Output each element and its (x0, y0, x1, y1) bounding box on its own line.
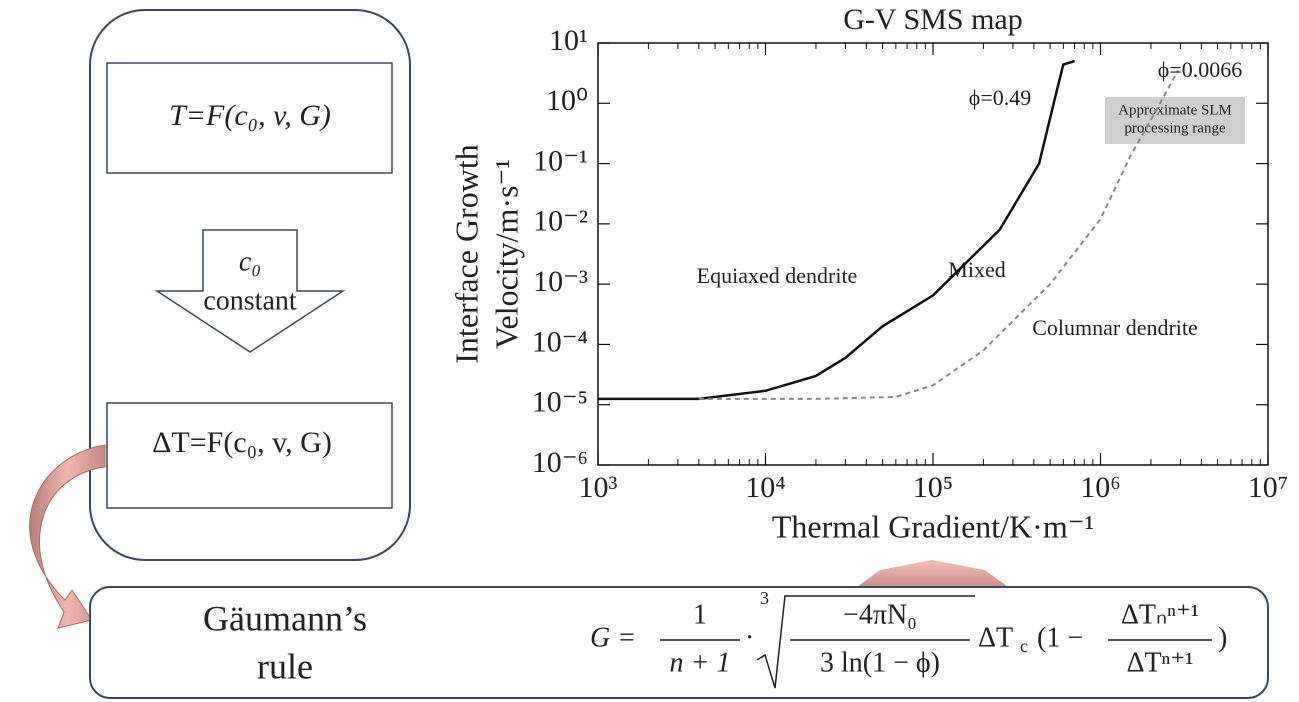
down-arrow (154, 229, 346, 353)
chart: G-V SMS map Thermal Gradient/K·m⁻¹ Inter… (448, 3, 1269, 544)
x-tick-label: 10⁶ (1080, 471, 1120, 504)
y-tick-label: 10⁻⁴ (532, 325, 588, 358)
formula-part: ΔTⁿ⁺¹ (1126, 647, 1193, 678)
left-panel (89, 9, 411, 561)
x-tick-label: 10⁴ (745, 471, 785, 504)
bottom-box (106, 402, 393, 509)
formula-part: (1 − (1037, 622, 1083, 653)
x-tick-label: 10³ (579, 471, 618, 504)
formula-part: ΔT (978, 622, 1013, 653)
range-box (1105, 97, 1245, 144)
arrow-text: constant (203, 285, 297, 316)
arrow-text: c₀ (239, 246, 261, 277)
series-label: ϕ=0.49 (969, 85, 1032, 110)
y-axis-label: Interface Growth (448, 144, 484, 363)
chart-title: G-V SMS map (843, 3, 1022, 36)
region-label: Equiaxed dendrite (697, 263, 858, 288)
y-tick-label: 10⁰ (546, 84, 588, 117)
up-arrow (857, 560, 1008, 587)
y-tick-label: 10⁻¹ (533, 144, 588, 177)
rule-box (89, 586, 1269, 699)
y-tick-label: 10⁻⁵ (532, 386, 588, 419)
y-tick-label: 10⁻³ (533, 265, 588, 298)
top-box (106, 62, 393, 174)
series-line (598, 59, 1075, 401)
y-tick-label: 10⁻⁶ (532, 446, 588, 479)
x-tick-label: 10⁵ (913, 471, 953, 504)
rule-name: rule (257, 646, 313, 686)
y-tick-label: 10⁻² (533, 205, 588, 238)
formula-part: ) (1218, 622, 1227, 653)
rule-name: Gäumann’s (203, 598, 367, 638)
formula: G = 1 n + 1 · 3 −4πN₀ 3 ln(1 − ϕ) ΔT c (… (590, 588, 1227, 689)
formula-part: c (1020, 636, 1028, 656)
formula-part: ΔTₙⁿ⁺¹ (1121, 599, 1199, 630)
series-line (698, 70, 1179, 400)
region-label: Columnar dendrite (1032, 315, 1198, 340)
x-axis-label: Thermal Gradient/K·m⁻¹ (772, 508, 1094, 544)
formula-part: G = (590, 622, 636, 653)
region-label: Mixed (948, 257, 1005, 282)
bottom-box-text: ΔT=F(c₀, v, G) (152, 426, 332, 459)
formula-part: n + 1 (670, 647, 731, 678)
top-box-text: T=F(c₀, v, G) (169, 99, 331, 132)
range-text: processing range (1124, 120, 1226, 136)
y-tick-label: 10¹ (549, 24, 588, 57)
y-axis-label: Velocity/m·s⁻¹ (488, 159, 524, 349)
formula-part: · (745, 622, 754, 653)
series-label: ϕ=0.0066 (1158, 57, 1243, 82)
range-text: Approximate SLM (1118, 102, 1232, 118)
x-tick-label: 10⁷ (1248, 471, 1288, 504)
formula-part: 1 (693, 599, 707, 630)
formula-part: −4πN₀ (843, 599, 917, 630)
formula-part: 3 (760, 588, 769, 608)
formula-part: 3 ln(1 − ϕ) (820, 647, 940, 678)
